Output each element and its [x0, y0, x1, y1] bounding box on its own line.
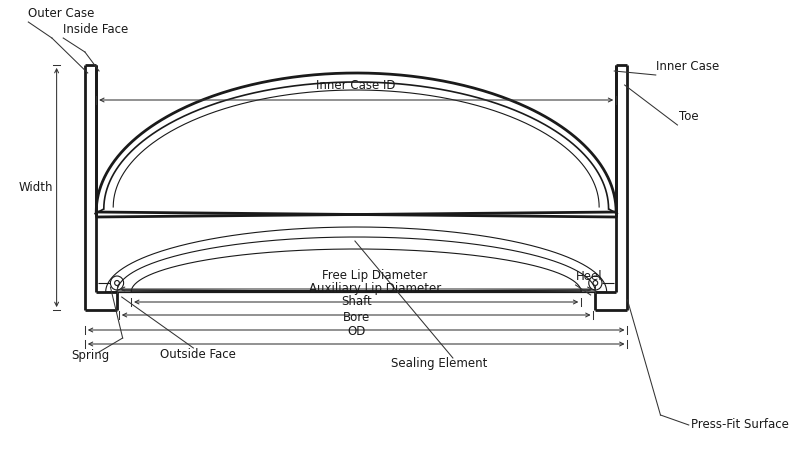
Text: Toe: Toe	[679, 110, 699, 123]
Text: Auxiliary Lip Diameter: Auxiliary Lip Diameter	[309, 282, 441, 295]
Text: Inner Case: Inner Case	[656, 60, 719, 73]
Text: Press-Fit Surface: Press-Fit Surface	[690, 418, 789, 432]
Text: Bore: Bore	[342, 311, 370, 324]
Text: Heel: Heel	[575, 270, 602, 283]
Text: Width: Width	[18, 181, 53, 194]
Text: Outer Case: Outer Case	[28, 7, 94, 20]
Text: Inner Case ID: Inner Case ID	[317, 79, 396, 92]
Text: OD: OD	[347, 325, 366, 338]
Text: Shaft: Shaft	[341, 295, 371, 308]
Text: Free Lip Diameter: Free Lip Diameter	[322, 269, 428, 282]
Text: Outside Face: Outside Face	[161, 348, 236, 361]
Text: Spring: Spring	[72, 348, 110, 361]
Text: Sealing Element: Sealing Element	[390, 356, 487, 369]
Text: Inside Face: Inside Face	[63, 23, 129, 36]
